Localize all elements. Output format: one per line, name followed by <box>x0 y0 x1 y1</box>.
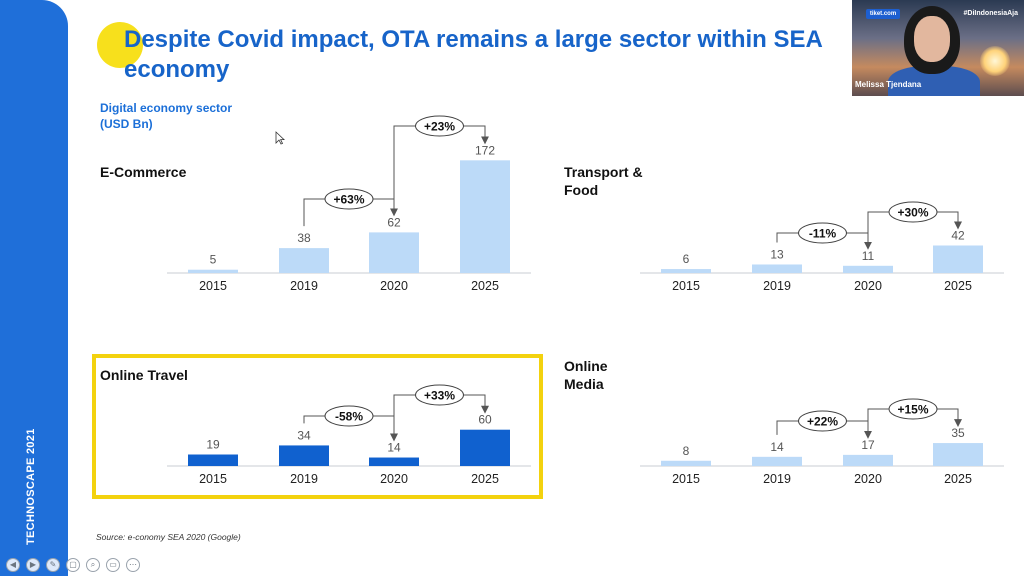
e-commerce-bar-2025 <box>460 160 510 273</box>
transport-food-value-label-2019: 13 <box>770 247 784 261</box>
transport-food-value-label-2025: 42 <box>951 228 965 242</box>
sector-label-transport-food: Transport & Food <box>564 164 643 198</box>
transport-food-bar-2019 <box>752 264 802 273</box>
online-travel-value-label-2020: 14 <box>387 441 401 455</box>
e-commerce-value-label-2025: 172 <box>475 143 495 157</box>
transport-food-growth-badge-1 <box>888 201 938 223</box>
sector-label-online-travel: Online Travel <box>100 367 188 383</box>
transport-food-tick-label-2025: 2025 <box>944 279 972 293</box>
hashtag-label: #DiIndonesiaAja <box>963 10 1018 17</box>
e-commerce-bar-2019 <box>279 248 329 273</box>
slide-title: Despite Covid impact, OTA remains a larg… <box>124 26 822 83</box>
online-travel-growth-badge-0 <box>324 405 374 427</box>
e-commerce-value-label-2015: 5 <box>210 253 217 267</box>
online-travel-bar-2019 <box>279 445 329 466</box>
pen-icon[interactable]: ✎ <box>46 558 60 572</box>
online-travel-tick-label-2020: 2020 <box>380 472 408 486</box>
online-media-bar-2019 <box>752 456 802 466</box>
online-travel-growth-label-1: +33% <box>424 389 455 403</box>
online-travel-tick-label-2015: 2015 <box>199 472 227 486</box>
e-commerce-tick-label-2019: 2019 <box>290 279 318 293</box>
online-media-value-label-2020: 17 <box>861 438 875 452</box>
online-media-growth-badge-1 <box>888 398 938 420</box>
transport-food-tick-label-2020: 2020 <box>854 279 882 293</box>
transport-food-tick-label-2015: 2015 <box>672 279 700 293</box>
subtitles-icon[interactable]: ▭ <box>106 558 120 572</box>
presenter-webcam: tiket.com #DiIndonesiaAja Melissa Tjenda… <box>852 0 1024 96</box>
online-media-growth-label-0: +22% <box>807 415 838 429</box>
zoom-icon[interactable]: ⌕ <box>86 558 100 572</box>
e-commerce-growth-label-1: +23% <box>424 120 455 134</box>
online-travel-value-label-2015: 19 <box>206 438 220 452</box>
transport-food-bar-2025 <box>933 245 983 273</box>
e-commerce-tick-label-2020: 2020 <box>380 279 408 293</box>
online-travel-tick-label-2019: 2019 <box>290 472 318 486</box>
transport-food-bar-2015 <box>661 269 711 273</box>
e-commerce-value-label-2019: 38 <box>297 231 311 245</box>
brand-logo: tiket.com <box>866 9 900 19</box>
presenter-face <box>914 16 950 62</box>
online-media-growth-badge-0 <box>798 410 847 432</box>
e-commerce-value-label-2020: 62 <box>387 215 401 229</box>
online-travel-highlight <box>92 354 543 499</box>
sector-label-online-media: Online Media <box>564 358 608 392</box>
presenter-name: Melissa Tjendana <box>855 80 922 89</box>
online-travel-bar-2015 <box>188 454 238 466</box>
next-icon[interactable]: ▶ <box>26 558 40 572</box>
online-travel-growth-label-0: -58% <box>335 410 363 424</box>
online-travel-bar-2020 <box>369 457 419 466</box>
e-commerce-growth-badge-0 <box>324 188 374 210</box>
online-media-bar-2025 <box>933 443 983 466</box>
e-commerce-bar-2015 <box>188 269 238 273</box>
online-media-tick-label-2025: 2025 <box>944 472 972 486</box>
online-media-bar-2015 <box>661 460 711 466</box>
online-travel-bar-2025 <box>460 429 510 466</box>
online-media-value-label-2019: 14 <box>770 440 784 454</box>
transport-food-value-label-2020: 11 <box>862 249 875 263</box>
online-travel-value-label-2019: 34 <box>297 428 311 442</box>
online-media-growth-label-1: +15% <box>897 403 928 417</box>
online-media-value-label-2015: 8 <box>683 444 690 458</box>
transport-food-growth-label-1: +30% <box>897 206 928 220</box>
e-commerce-tick-label-2025: 2025 <box>471 279 499 293</box>
e-commerce-bar-2020 <box>369 232 419 273</box>
sunset-sun <box>980 46 1010 76</box>
sector-label-e-commerce: E-Commerce <box>100 164 187 180</box>
online-media-tick-label-2015: 2015 <box>672 472 700 486</box>
previous-icon[interactable]: ◀ <box>6 558 20 572</box>
mouse-cursor-icon <box>275 131 285 145</box>
online-media-bar-2020 <box>843 454 893 466</box>
online-media-value-label-2025: 35 <box>951 426 965 440</box>
unit-label: Digital economy sector (USD Bn) <box>100 101 233 131</box>
online-travel-growth-badge-1 <box>415 384 464 406</box>
transport-food-bar-2020 <box>843 265 893 273</box>
title-accent-dot <box>97 22 143 68</box>
online-media-tick-label-2019: 2019 <box>763 472 791 486</box>
e-commerce-growth-badge-1 <box>415 115 464 137</box>
online-media-tick-label-2020: 2020 <box>854 472 882 486</box>
slideshow-controls: ◀ ▶ ✎ ▢ ⌕ ▭ ⋯ <box>6 558 140 574</box>
source-note: Source: e-conomy SEA 2020 (Google) <box>96 532 241 542</box>
e-commerce-tick-label-2015: 2015 <box>199 279 227 293</box>
transport-food-value-label-2015: 6 <box>683 252 690 266</box>
eraser-icon[interactable]: ▢ <box>66 558 80 572</box>
online-travel-value-label-2025: 60 <box>478 413 492 427</box>
transport-food-tick-label-2019: 2019 <box>763 279 791 293</box>
transport-food-growth-label-0: -11% <box>809 227 837 241</box>
more-icon[interactable]: ⋯ <box>126 558 140 572</box>
online-travel-tick-label-2025: 2025 <box>471 472 499 486</box>
transport-food-growth-badge-0 <box>798 222 847 244</box>
side-band <box>0 0 68 576</box>
e-commerce-growth-label-0: +63% <box>333 193 364 207</box>
